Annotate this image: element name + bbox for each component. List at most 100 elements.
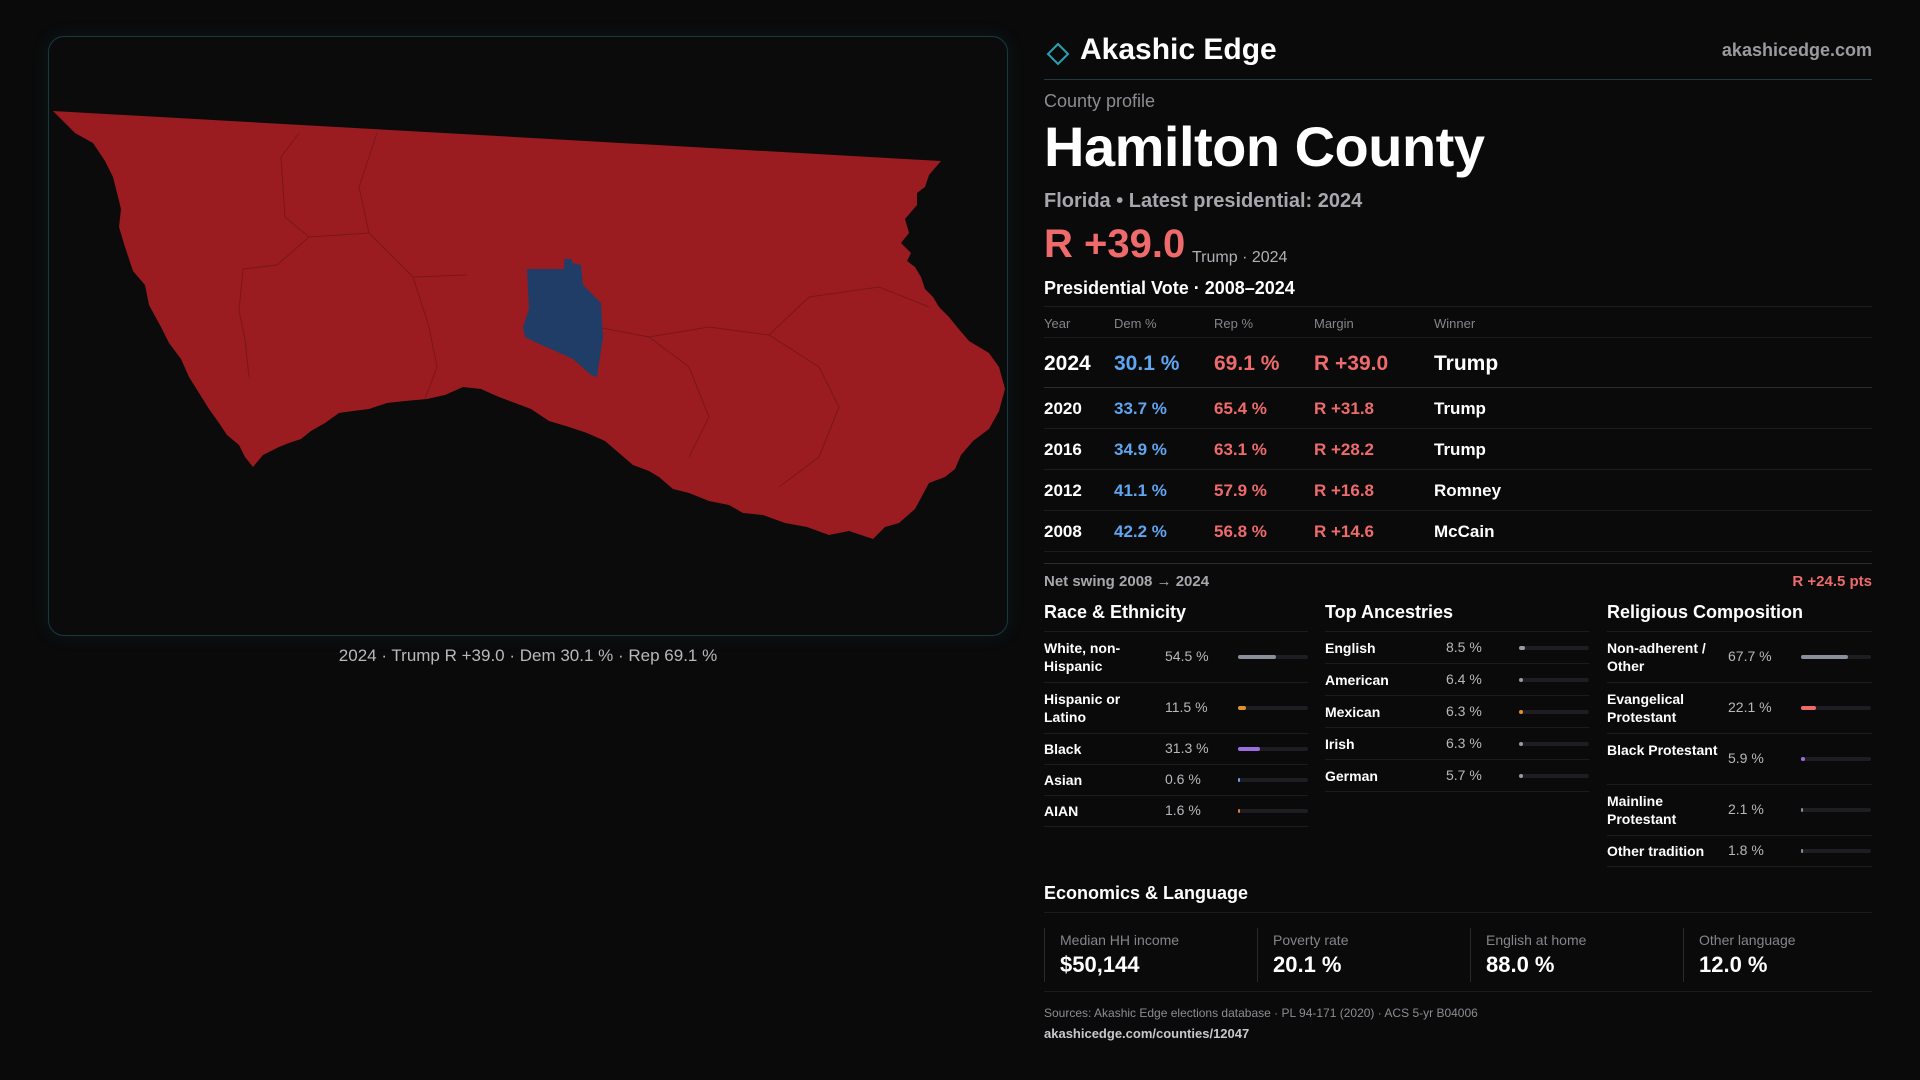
row-margin: R +39.0 — [1314, 352, 1389, 375]
list-item: Black 31.3 % — [1044, 734, 1308, 765]
stat-value: $50,144 — [1060, 952, 1140, 977]
religion-bar-track — [1801, 706, 1871, 710]
religion-bar-fill — [1801, 706, 1816, 710]
race-value: 1.6 % — [1165, 802, 1201, 818]
stat-value: 88.0 % — [1486, 952, 1555, 977]
religion-bar-fill — [1801, 757, 1805, 761]
county-map-panel[interactable] — [48, 36, 1008, 636]
stat-median-income: Median HH income $50,144 — [1044, 928, 1244, 982]
stat-label: Other language — [1699, 932, 1796, 948]
county-shape-democrat[interactable] — [523, 259, 603, 377]
ancestry-bar-fill — [1519, 678, 1523, 682]
brand-url-link[interactable]: akashicedge.com — [1721, 40, 1872, 60]
ancestry-bar-fill — [1519, 742, 1523, 746]
headline-note: Trump · 2024 — [1192, 249, 1288, 266]
ancestry-label: Irish — [1325, 736, 1355, 752]
list-item: Evangelical Protestant 22.1 % — [1607, 683, 1872, 734]
row-dem: 33.7 % — [1114, 399, 1167, 418]
list-item: AIAN 1.6 % — [1044, 796, 1308, 827]
brand-name[interactable]: Akashic Edge — [1080, 33, 1277, 66]
ancestry-bar-fill — [1519, 646, 1525, 650]
row-rep: 56.8 % — [1214, 522, 1267, 541]
ancestry-value: 8.5 % — [1446, 639, 1482, 655]
ancestry-value: 5.7 % — [1446, 767, 1482, 783]
ancestry-bar-track — [1519, 710, 1589, 714]
row-dem: 30.1 % — [1114, 352, 1180, 375]
religion-bar-fill — [1801, 655, 1848, 659]
col-header-winner: Winner — [1434, 316, 1476, 331]
table-row[interactable]: 2016 34.9 % 63.1 % R +28.2 Trump — [1044, 429, 1872, 470]
row-year: 2020 — [1044, 399, 1082, 418]
row-year: 2008 — [1044, 522, 1082, 541]
headline-margin: R +39.0 — [1044, 222, 1186, 266]
vote-table-header: Year Dem % Rep % Margin Winner — [1044, 306, 1872, 338]
race-bar-track — [1238, 747, 1308, 751]
ancestry-label: English — [1325, 640, 1376, 656]
row-year: 2016 — [1044, 440, 1082, 459]
row-winner: Romney — [1434, 481, 1502, 500]
religion-bar-track — [1801, 655, 1871, 659]
race-value: 11.5 % — [1165, 699, 1208, 715]
race-bar-track — [1238, 706, 1308, 710]
list-item: Irish 6.3 % — [1325, 728, 1589, 760]
net-swing-label: Net swing 2008 → 2024 — [1044, 573, 1210, 590]
page-url-link[interactable]: akashicedge.com/counties/12047 — [1044, 1026, 1250, 1041]
religion-label: Other tradition — [1607, 843, 1705, 859]
race-bar-fill — [1238, 778, 1240, 782]
presidential-vote-table: Year Dem % Rep % Margin Winner 2024 30.1… — [1044, 306, 1872, 552]
row-year: 2024 — [1044, 352, 1091, 375]
table-row[interactable]: 2024 30.1 % 69.1 % R +39.0 Trump — [1044, 338, 1872, 388]
page-subtitle: Florida • Latest presidential: 2024 — [1044, 190, 1363, 212]
religion-bar-fill — [1801, 808, 1803, 812]
race-value: 0.6 % — [1165, 771, 1201, 787]
list-item: American 6.4 % — [1325, 664, 1589, 696]
map-caption: 2024 · Trump R +39.0 · Dem 30.1 % · Rep … — [338, 646, 718, 665]
list-item: Asian 0.6 % — [1044, 765, 1308, 796]
religion-label: Evangelical Protestant — [1607, 691, 1685, 725]
list-item: German 5.7 % — [1325, 760, 1589, 792]
race-bar-track — [1238, 655, 1308, 659]
row-rep: 57.9 % — [1214, 481, 1267, 500]
row-margin: R +16.8 — [1314, 481, 1375, 500]
religion-bar-track — [1801, 757, 1871, 761]
stat-poverty-rate: Poverty rate 20.1 % — [1257, 928, 1457, 982]
ancestry-label: Mexican — [1325, 704, 1381, 720]
row-dem: 34.9 % — [1114, 440, 1167, 459]
ancestry-value: 6.3 % — [1446, 703, 1482, 719]
race-bar-fill — [1238, 655, 1276, 659]
ancestries-section: Top Ancestries English 8.5 % American 6.… — [1325, 600, 1589, 792]
col-header-margin: Margin — [1314, 316, 1354, 331]
ancestry-label: German — [1325, 768, 1378, 784]
row-winner: Trump — [1434, 352, 1499, 375]
ancestry-bar-track — [1519, 774, 1589, 778]
ancestry-bar-fill — [1519, 710, 1523, 714]
race-bar-fill — [1238, 747, 1260, 751]
table-row[interactable]: 2012 41.1 % 57.9 % R +16.8 Romney — [1044, 470, 1872, 511]
diamond-outline-icon — [1046, 42, 1070, 66]
row-dem: 42.2 % — [1114, 522, 1167, 541]
economics-stats: Median HH income $50,144 Poverty rate 20… — [1044, 928, 1872, 992]
race-bar-fill — [1238, 809, 1240, 813]
religion-bar-fill — [1801, 849, 1803, 853]
col-header-dem: Dem % — [1114, 316, 1157, 331]
race-bar-fill — [1238, 706, 1246, 710]
religion-label: Mainline Protestant — [1607, 793, 1677, 827]
stat-label: Median HH income — [1060, 932, 1180, 948]
county-map[interactable] — [49, 37, 1008, 636]
table-row[interactable]: 2008 42.2 % 56.8 % R +14.6 McCain — [1044, 511, 1872, 552]
race-label: Hispanic or Latino — [1044, 691, 1121, 725]
religion-value: 67.7 % — [1728, 648, 1772, 664]
table-row[interactable]: 2020 33.7 % 65.4 % R +31.8 Trump — [1044, 388, 1872, 429]
col-header-year: Year — [1044, 316, 1071, 331]
religion-bar-track — [1801, 849, 1871, 853]
row-rep: 63.1 % — [1214, 440, 1267, 459]
list-item: White, non-Hispanic 54.5 % — [1044, 632, 1308, 683]
ancestry-label: American — [1325, 672, 1389, 688]
county-profile-panel: Akashic Edge akashicedge.com County prof… — [1044, 0, 1872, 1080]
net-swing-value: R +24.5 pts — [1792, 573, 1872, 590]
religion-value: 1.8 % — [1728, 842, 1764, 858]
race-label: White, non-Hispanic — [1044, 640, 1121, 674]
race-ethnicity-section: Race & Ethnicity White, non-Hispanic 54.… — [1044, 600, 1308, 827]
stat-english-at-home: English at home 88.0 % — [1470, 928, 1670, 982]
col-header-rep: Rep % — [1214, 316, 1254, 331]
